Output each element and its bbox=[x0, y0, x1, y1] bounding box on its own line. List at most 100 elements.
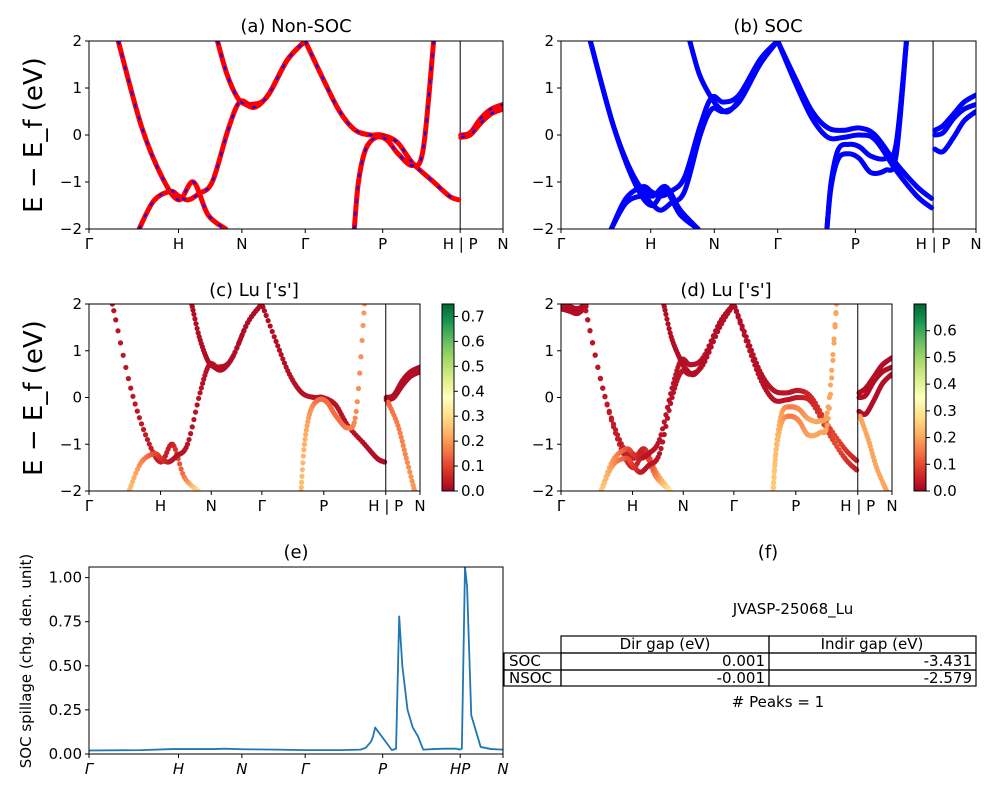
table-row-soc-label: SOC bbox=[509, 652, 541, 670]
x-tick-label: Γ bbox=[774, 235, 783, 253]
band-point bbox=[831, 340, 837, 346]
band-point bbox=[775, 437, 781, 443]
band-point bbox=[827, 382, 834, 388]
series-line-10 bbox=[932, 101, 976, 138]
band-point bbox=[737, 320, 743, 326]
series-line-4 bbox=[687, 41, 781, 115]
band-point bbox=[134, 408, 140, 414]
x-tick-label: H bbox=[645, 235, 656, 253]
x-tick-label: N bbox=[236, 235, 247, 253]
band-point bbox=[184, 441, 191, 447]
band-point bbox=[772, 456, 778, 463]
x-tick-label: H | P bbox=[840, 497, 875, 515]
panel-f: (f) JVASP-25068_Lu Dir gap (eV) Indir ga… bbox=[503, 542, 977, 711]
band-point bbox=[400, 442, 406, 449]
colorbar-tick-label: 0.5 bbox=[461, 357, 485, 375]
band-point bbox=[357, 370, 363, 376]
band-point bbox=[123, 364, 129, 371]
y-tick-label: 1 bbox=[544, 342, 554, 360]
band-point bbox=[133, 470, 139, 476]
band-point bbox=[407, 469, 413, 475]
band-point bbox=[265, 318, 271, 324]
band-point bbox=[606, 410, 612, 416]
band-point bbox=[298, 484, 304, 490]
band-point bbox=[273, 338, 279, 344]
panel-e-plot: 0.00 0.25 0.50 0.75 1.00 Γ H N Γ P HP N bbox=[49, 566, 509, 778]
band-point bbox=[884, 488, 890, 491]
band-point bbox=[616, 441, 623, 447]
band-point bbox=[662, 307, 668, 313]
band-point bbox=[241, 327, 247, 333]
band-point bbox=[136, 415, 143, 421]
band-point bbox=[889, 371, 892, 377]
series-group bbox=[115, 41, 503, 229]
y-tick-label: 0.25 bbox=[49, 701, 82, 719]
panel-c: (c) Lu ['s'] E − E_f (eV) −2 −1 0 1 2 Γ H N Γ P H … bbox=[19, 280, 485, 515]
series-line-9 bbox=[932, 92, 976, 133]
band-point bbox=[826, 405, 832, 411]
band-point bbox=[304, 423, 310, 429]
panel-d-plot: −2 −1 0 1 2 Γ H N Γ P H | P N bbox=[532, 295, 898, 515]
band-point bbox=[280, 356, 286, 362]
table-cell bbox=[768, 669, 977, 687]
band-point bbox=[113, 317, 119, 323]
band-point bbox=[745, 343, 751, 349]
band-point bbox=[772, 462, 778, 469]
band-point bbox=[665, 321, 671, 327]
band-point bbox=[595, 364, 601, 370]
series-line-0 bbox=[89, 567, 503, 752]
band-point bbox=[359, 337, 365, 344]
x-tick-label: Γ bbox=[258, 497, 267, 515]
band-point bbox=[109, 304, 115, 307]
panel-c-title: (c) Lu ['s'] bbox=[209, 280, 299, 301]
series-line-2 bbox=[608, 41, 781, 229]
band-point bbox=[661, 431, 667, 438]
band-point bbox=[300, 460, 306, 466]
y-tick-label: −2 bbox=[532, 482, 554, 500]
band-point bbox=[661, 419, 667, 425]
band-point bbox=[354, 399, 360, 405]
band-point bbox=[603, 475, 609, 482]
band-point bbox=[770, 485, 776, 491]
x-tick-label: P bbox=[378, 760, 388, 778]
colorbar-tick-label: 0.1 bbox=[461, 457, 485, 475]
x-tick-label: N bbox=[678, 497, 689, 515]
x-tick-label: N bbox=[236, 760, 247, 778]
series-line-11 bbox=[932, 109, 976, 155]
band-point bbox=[191, 311, 197, 317]
band-point bbox=[412, 488, 418, 491]
colorbar-tick-label: 0.5 bbox=[933, 348, 957, 366]
band-point bbox=[706, 347, 712, 353]
band-point bbox=[854, 458, 860, 464]
colorbar-tick-label: 0.0 bbox=[461, 482, 485, 500]
x-tick-label: N bbox=[886, 497, 897, 515]
panel-c-colorbar bbox=[441, 303, 455, 492]
x-tick-label: P bbox=[791, 497, 800, 515]
panel-d-colorbar bbox=[913, 303, 927, 492]
band-point bbox=[752, 362, 758, 368]
band-point bbox=[585, 317, 591, 323]
x-tick-label: Γ bbox=[301, 235, 310, 253]
band-point bbox=[403, 455, 409, 461]
x-tick-label: N bbox=[414, 497, 425, 515]
band-point bbox=[140, 426, 147, 433]
x-tick-label: N bbox=[497, 235, 508, 253]
band-point bbox=[825, 415, 831, 422]
band-point bbox=[235, 341, 242, 347]
band-point bbox=[816, 413, 823, 419]
band-point bbox=[830, 357, 836, 363]
panel-a-ylabel: E − E_f (eV) bbox=[19, 57, 49, 213]
band-point bbox=[741, 332, 747, 338]
band-point bbox=[889, 355, 892, 361]
band-point bbox=[812, 405, 818, 411]
band-point bbox=[771, 469, 778, 475]
x-tick-label: HP bbox=[450, 760, 471, 778]
x-tick-label: Γ bbox=[557, 497, 566, 515]
y-tick-label: 1 bbox=[72, 79, 82, 97]
x-tick-label: P bbox=[851, 235, 860, 253]
band-point bbox=[773, 451, 779, 457]
band-point bbox=[732, 304, 738, 310]
series-group bbox=[587, 41, 976, 229]
y-tick-label: 0 bbox=[72, 389, 82, 407]
